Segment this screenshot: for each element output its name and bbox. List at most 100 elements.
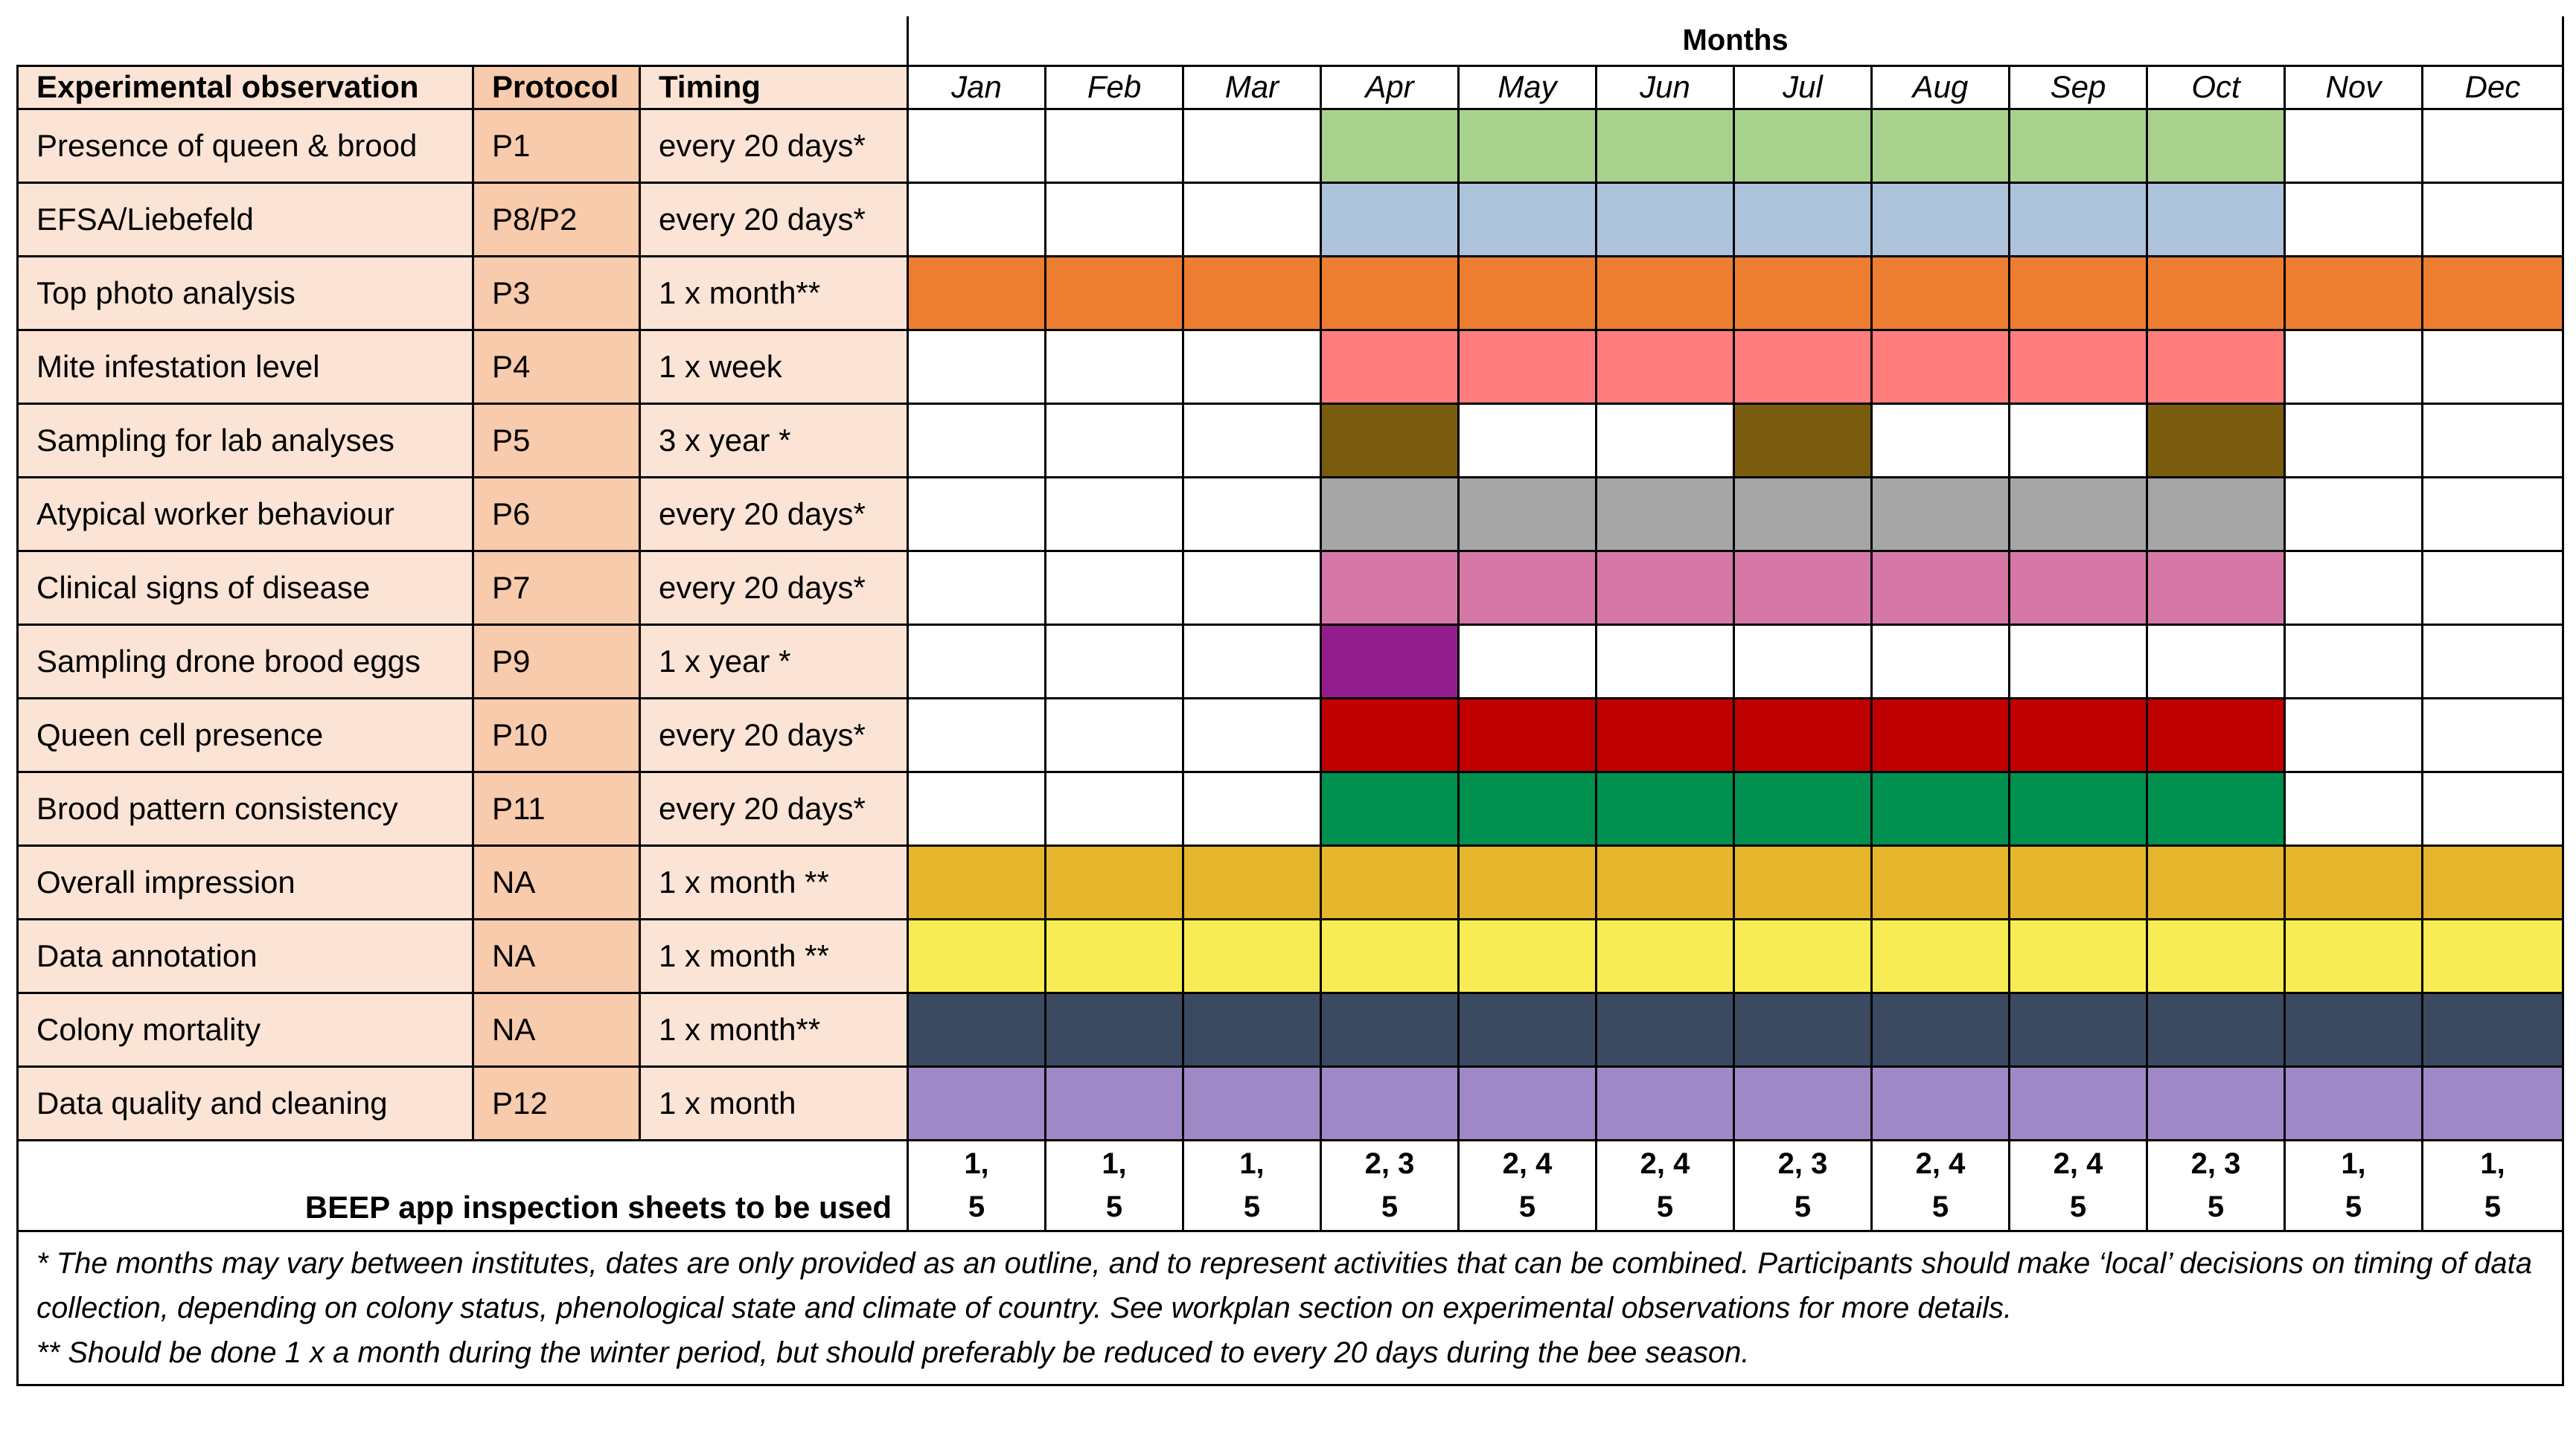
month-header-mar: Mar: [1182, 64, 1322, 110]
month-cell-apr-active: [1320, 696, 1460, 773]
inspection-sheet-dec: 1, 5: [2420, 1138, 2565, 1232]
header-row: Experimental observation Protocol Timing…: [16, 64, 2565, 110]
inspection-sheet-may: 2, 4 5: [1457, 1138, 1597, 1232]
timing-value: every 20 days*: [639, 696, 909, 773]
month-cell-mar-inactive: [1182, 549, 1322, 626]
month-header-oct: Oct: [2146, 64, 2286, 110]
month-cell-nov-inactive: [2283, 402, 2423, 478]
month-header-may: May: [1457, 64, 1597, 110]
month-cell-mar-inactive: [1182, 623, 1322, 699]
month-cell-feb-inactive: [1044, 475, 1184, 552]
month-cell-dec-active: [2420, 254, 2565, 331]
month-cell-jan-inactive: [907, 475, 1046, 552]
month-cell-feb-inactive: [1044, 402, 1184, 478]
month-cell-jul-active: [1733, 402, 1873, 478]
month-cell-apr-active: [1320, 623, 1460, 699]
month-cell-dec-active: [2420, 844, 2565, 920]
month-cell-may-active: [1457, 107, 1597, 184]
month-cell-feb-active: [1044, 917, 1184, 994]
month-cell-oct-active: [2146, 549, 2286, 626]
month-cell-aug-active: [1870, 181, 2010, 257]
month-cell-aug-active: [1870, 917, 2010, 994]
month-cell-jun-active: [1595, 844, 1735, 920]
month-cell-aug-active: [1870, 254, 2010, 331]
month-cell-oct-active: [2146, 770, 2286, 847]
month-cell-jan-inactive: [907, 107, 1046, 184]
observation-name: Presence of queen & brood: [16, 107, 474, 184]
month-cell-mar-active: [1182, 1065, 1322, 1141]
month-cell-aug-active: [1870, 107, 2010, 184]
inspection-sheet-jul: 2, 3 5: [1733, 1138, 1873, 1232]
table-row: Data annotation NA 1 x month **: [16, 917, 2565, 994]
protocol-code: P1: [472, 107, 641, 184]
protocol-code: P3: [472, 254, 641, 331]
month-header-feb: Feb: [1044, 64, 1184, 110]
month-cell-may-active: [1457, 328, 1597, 405]
timing-value: every 20 days*: [639, 107, 909, 184]
month-cell-apr-active: [1320, 254, 1460, 331]
month-cell-dec-active: [2420, 1065, 2565, 1141]
month-cell-apr-active: [1320, 181, 1460, 257]
sheet-number-line: 2, 4: [1502, 1147, 1553, 1180]
month-cell-apr-active: [1320, 328, 1460, 405]
month-cell-jul-active: [1733, 696, 1873, 773]
month-cell-apr-active: [1320, 549, 1460, 626]
month-cell-feb-active: [1044, 844, 1184, 920]
month-cell-nov-inactive: [2283, 770, 2423, 847]
observation-name: Colony mortality: [16, 991, 474, 1068]
observation-name: Clinical signs of disease: [16, 549, 474, 626]
table-row: Sampling for lab analyses P5 3 x year *: [16, 402, 2565, 478]
month-cell-dec-inactive: [2420, 623, 2565, 699]
month-cell-dec-inactive: [2420, 549, 2565, 626]
month-cell-jul-active: [1733, 181, 1873, 257]
inspection-sheet-feb: 1, 5: [1044, 1138, 1184, 1232]
month-cell-may-inactive: [1457, 402, 1597, 478]
month-cell-sep-active: [2008, 1065, 2148, 1141]
month-cell-sep-active: [2008, 107, 2148, 184]
protocol-code: P10: [472, 696, 641, 773]
observation-name: Data annotation: [16, 917, 474, 994]
month-cell-jan-active: [907, 844, 1046, 920]
month-cell-jul-active: [1733, 549, 1873, 626]
months-title: Months: [906, 16, 2565, 65]
month-cell-jun-inactive: [1595, 623, 1735, 699]
month-cell-jan-inactive: [907, 402, 1046, 478]
sheet-number-line: 5: [2207, 1190, 2225, 1223]
table-row: Clinical signs of disease P7 every 20 days…: [16, 549, 2565, 626]
month-header-jul: Jul: [1733, 64, 1873, 110]
month-cell-jan-active: [907, 254, 1046, 331]
month-cell-jan-inactive: [907, 623, 1046, 699]
timing-value: every 20 days*: [639, 549, 909, 626]
month-cell-jul-inactive: [1733, 623, 1873, 699]
month-cell-may-active: [1457, 770, 1597, 847]
month-cell-aug-active: [1870, 1065, 2010, 1141]
timing-value: 1 x month **: [639, 844, 909, 920]
month-cell-sep-active: [2008, 844, 2148, 920]
month-cell-jun-active: [1595, 107, 1735, 184]
month-cell-oct-active: [2146, 402, 2286, 478]
timing-value: every 20 days*: [639, 475, 909, 552]
month-cell-mar-inactive: [1182, 696, 1322, 773]
month-cell-oct-active: [2146, 1065, 2286, 1141]
month-cell-nov-active: [2283, 991, 2423, 1068]
month-cell-feb-active: [1044, 991, 1184, 1068]
sheet-number-line: 1,: [1102, 1147, 1127, 1180]
month-cell-sep-active: [2008, 917, 2148, 994]
inspection-sheet-jun: 2, 4 5: [1595, 1138, 1735, 1232]
sheet-number-line: 5: [1518, 1190, 1536, 1223]
month-cell-oct-active: [2146, 917, 2286, 994]
month-cell-apr-active: [1320, 107, 1460, 184]
observation-schedule-table: Months Experimental observation Protocol…: [16, 16, 2565, 1386]
month-cell-jan-inactive: [907, 770, 1046, 847]
sheet-number-line: 2, 4: [1640, 1147, 1690, 1180]
month-cell-feb-inactive: [1044, 107, 1184, 184]
month-cell-jan-active: [907, 1065, 1046, 1141]
sheet-number-line: 5: [2069, 1190, 2087, 1223]
month-cell-may-active: [1457, 1065, 1597, 1141]
sheet-number-line: 5: [1381, 1190, 1399, 1223]
timing-value: 1 x month **: [639, 917, 909, 994]
month-cell-jun-active: [1595, 770, 1735, 847]
observation-name: Atypical worker behaviour: [16, 475, 474, 552]
month-header-nov: Nov: [2283, 64, 2423, 110]
month-header-aug: Aug: [1870, 64, 2010, 110]
